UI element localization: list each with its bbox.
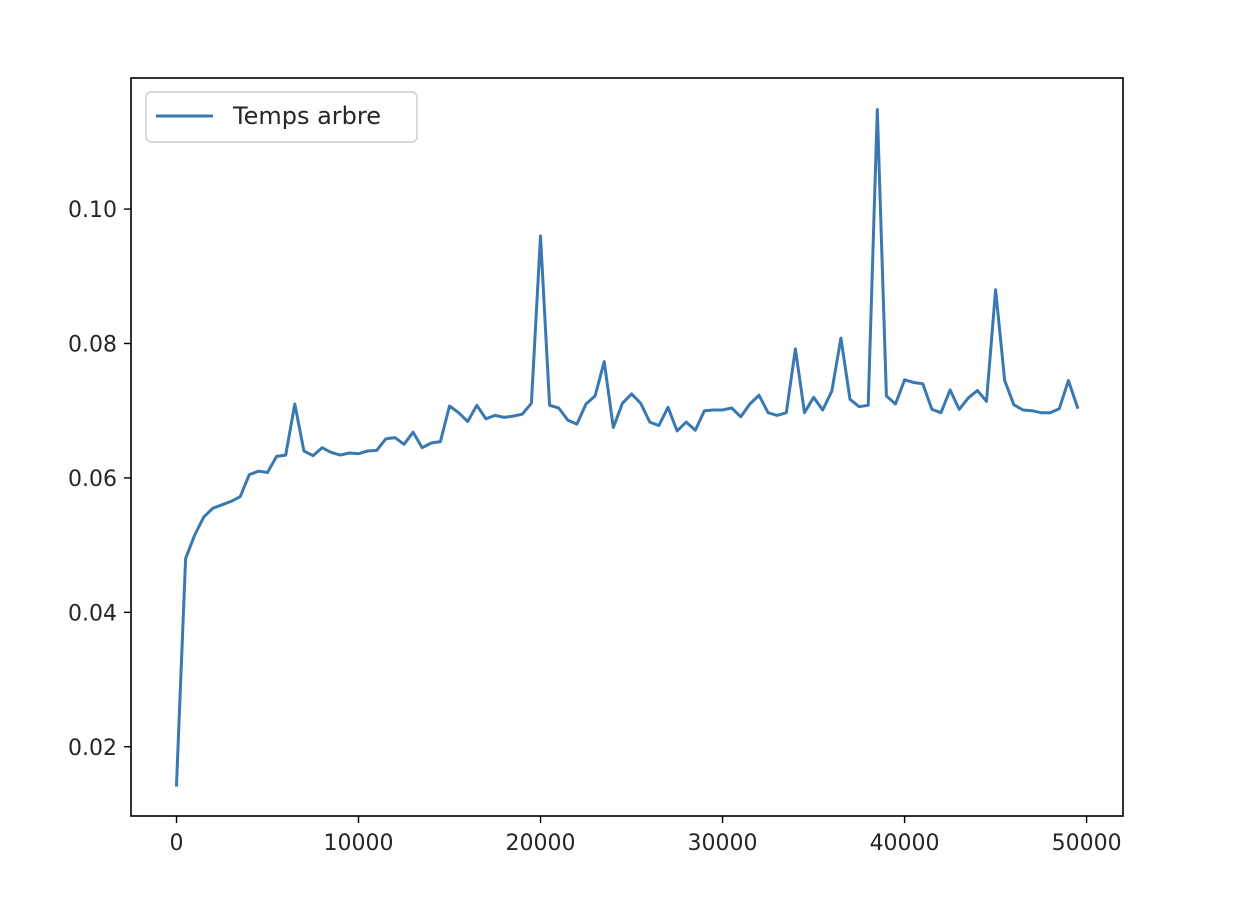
series-layer — [174, 108, 1080, 787]
y-axis-ticks: 0.02 0.04 0.06 0.08 0.10 — [68, 198, 131, 761]
x-tick-label: 40000 — [870, 831, 940, 856]
x-tick-label: 20000 — [506, 831, 576, 856]
axes-frame — [130, 77, 1124, 817]
x-tick-label: 50000 — [1052, 831, 1122, 856]
y-tick-label: 0.06 — [68, 467, 117, 492]
x-tick-label: 30000 — [688, 831, 758, 856]
x-axis-ticks: 0 10000 20000 30000 40000 50000 — [170, 816, 1122, 856]
y-tick-label: 0.02 — [68, 736, 117, 761]
legend-box — [145, 91, 418, 143]
y-tick-label: 0.10 — [68, 198, 117, 223]
x-tick-label: 0 — [170, 831, 184, 856]
y-tick-label: 0.08 — [68, 332, 117, 357]
x-tick-label: 10000 — [324, 831, 394, 856]
legend-label: Temps arbre — [232, 102, 381, 130]
plot-area — [131, 78, 1123, 816]
axes-background — [131, 78, 1123, 816]
series-line-0 — [174, 108, 1080, 787]
legend: Temps arbre — [145, 91, 418, 143]
y-tick-label: 0.04 — [68, 601, 117, 626]
